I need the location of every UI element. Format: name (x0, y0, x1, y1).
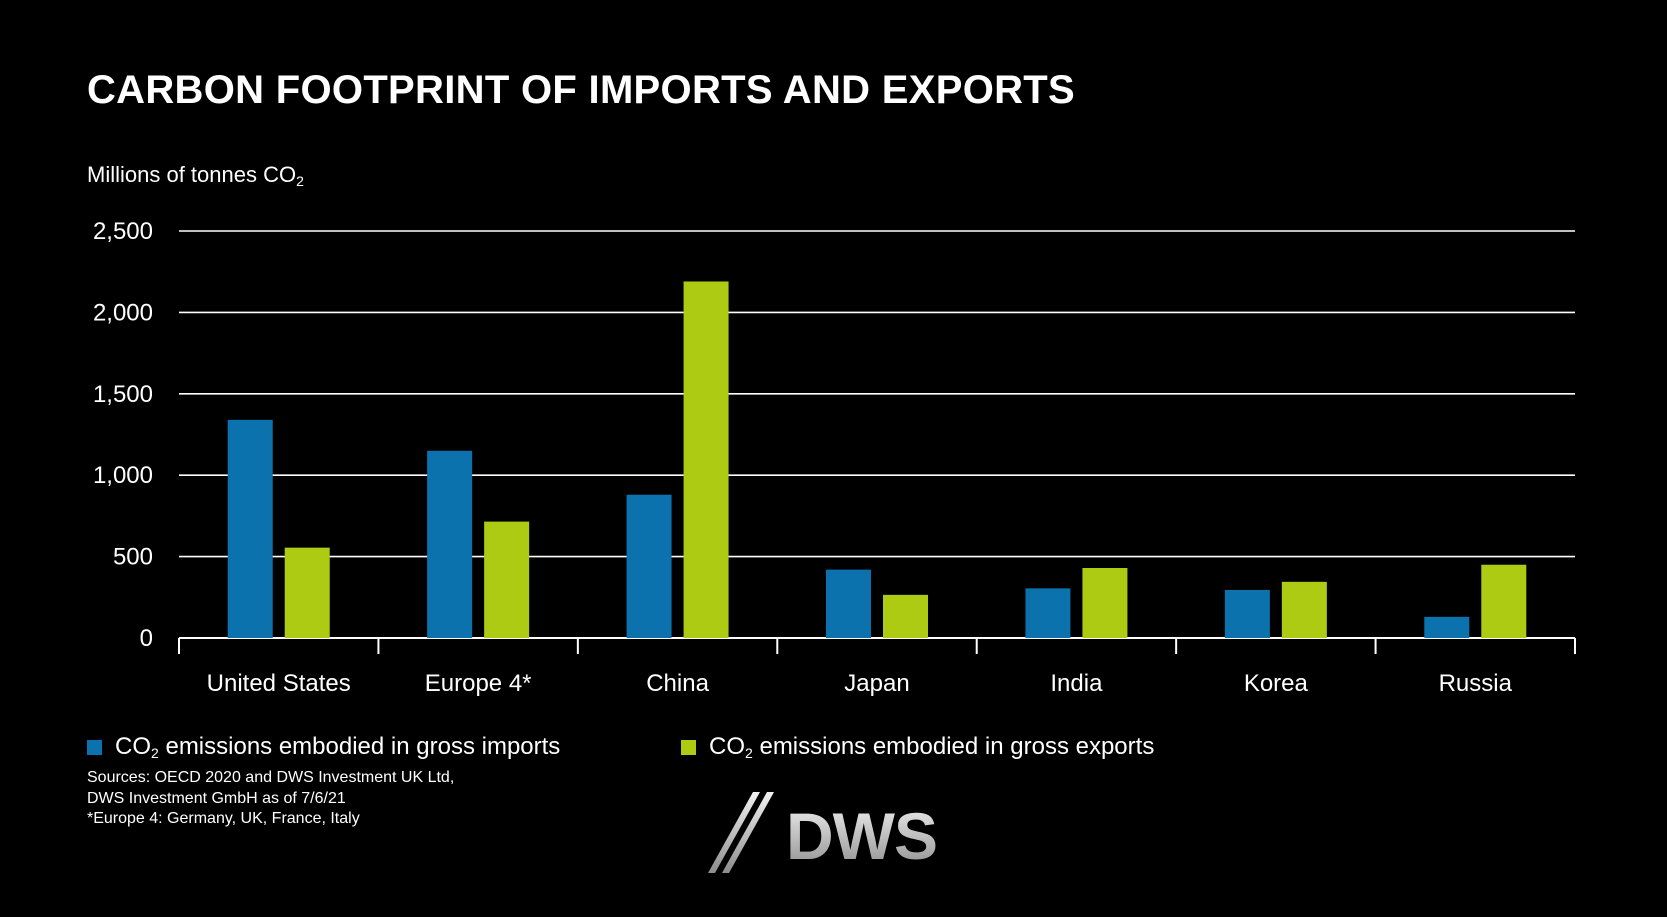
y-tick-label: 500 (113, 544, 153, 571)
bar-imports (227, 419, 273, 638)
bar-exports (883, 594, 928, 638)
y-tick-label: 2,500 (93, 218, 153, 245)
x-tick-label: China (646, 670, 709, 697)
bar-exports (284, 547, 330, 638)
bar-imports (1224, 589, 1270, 638)
x-tick-label: Europe 4* (425, 670, 532, 697)
bar-imports (427, 450, 473, 638)
x-tick-label: Korea (1244, 670, 1309, 697)
y-tick-label: 0 (140, 625, 153, 652)
y-tick-label: 1,000 (93, 462, 153, 489)
sources-line: DWS Investment GmbH as of 7/6/21 (87, 789, 346, 807)
x-tick-label: United States (207, 670, 351, 697)
bar-exports (1281, 581, 1327, 638)
x-tick-label: India (1050, 670, 1103, 697)
bar-imports (826, 569, 871, 638)
legend-label-exports: CO2 emissions embodied in gross exports (709, 733, 1155, 761)
y-tick-label: 2,000 (93, 299, 153, 326)
legend-swatch-imports (87, 739, 102, 755)
chart-title: CARBON FOOTPRINT OF IMPORTS AND EXPORTS (87, 68, 1076, 112)
legend-item-imports: CO2 emissions embodied in gross imports (87, 733, 560, 761)
x-tick-label: Japan (844, 670, 909, 697)
bar-imports (626, 494, 672, 638)
x-tick-label: Russia (1439, 670, 1513, 697)
y-axis-label: Millions of tonnes CO2 (87, 162, 304, 189)
bar-exports (484, 521, 530, 638)
legend-label-imports: CO2 emissions embodied in gross imports (115, 733, 561, 761)
logo-slash-icon (722, 792, 774, 873)
legend-swatch-exports (681, 739, 696, 755)
logo-slash-icon (708, 792, 760, 873)
legend-item-exports: CO2 emissions embodied in gross exports (681, 733, 1154, 761)
sources-note: Sources: OECD 2020 and DWS Investment UK… (87, 768, 454, 830)
bar-exports (1082, 567, 1128, 638)
bar-exports (683, 281, 729, 638)
footnote-europe4: *Europe 4: Germany, UK, France, Italy (87, 810, 360, 827)
sources-line: Sources: OECD 2020 and DWS Investment UK… (87, 769, 455, 786)
bar-imports (1025, 588, 1071, 638)
bar-exports (1481, 564, 1527, 638)
y-tick-label: 1,500 (93, 381, 153, 408)
logo-wordmark: DWS (786, 799, 937, 873)
dws-logo: DWS (708, 792, 938, 873)
bar-imports (1424, 616, 1470, 638)
